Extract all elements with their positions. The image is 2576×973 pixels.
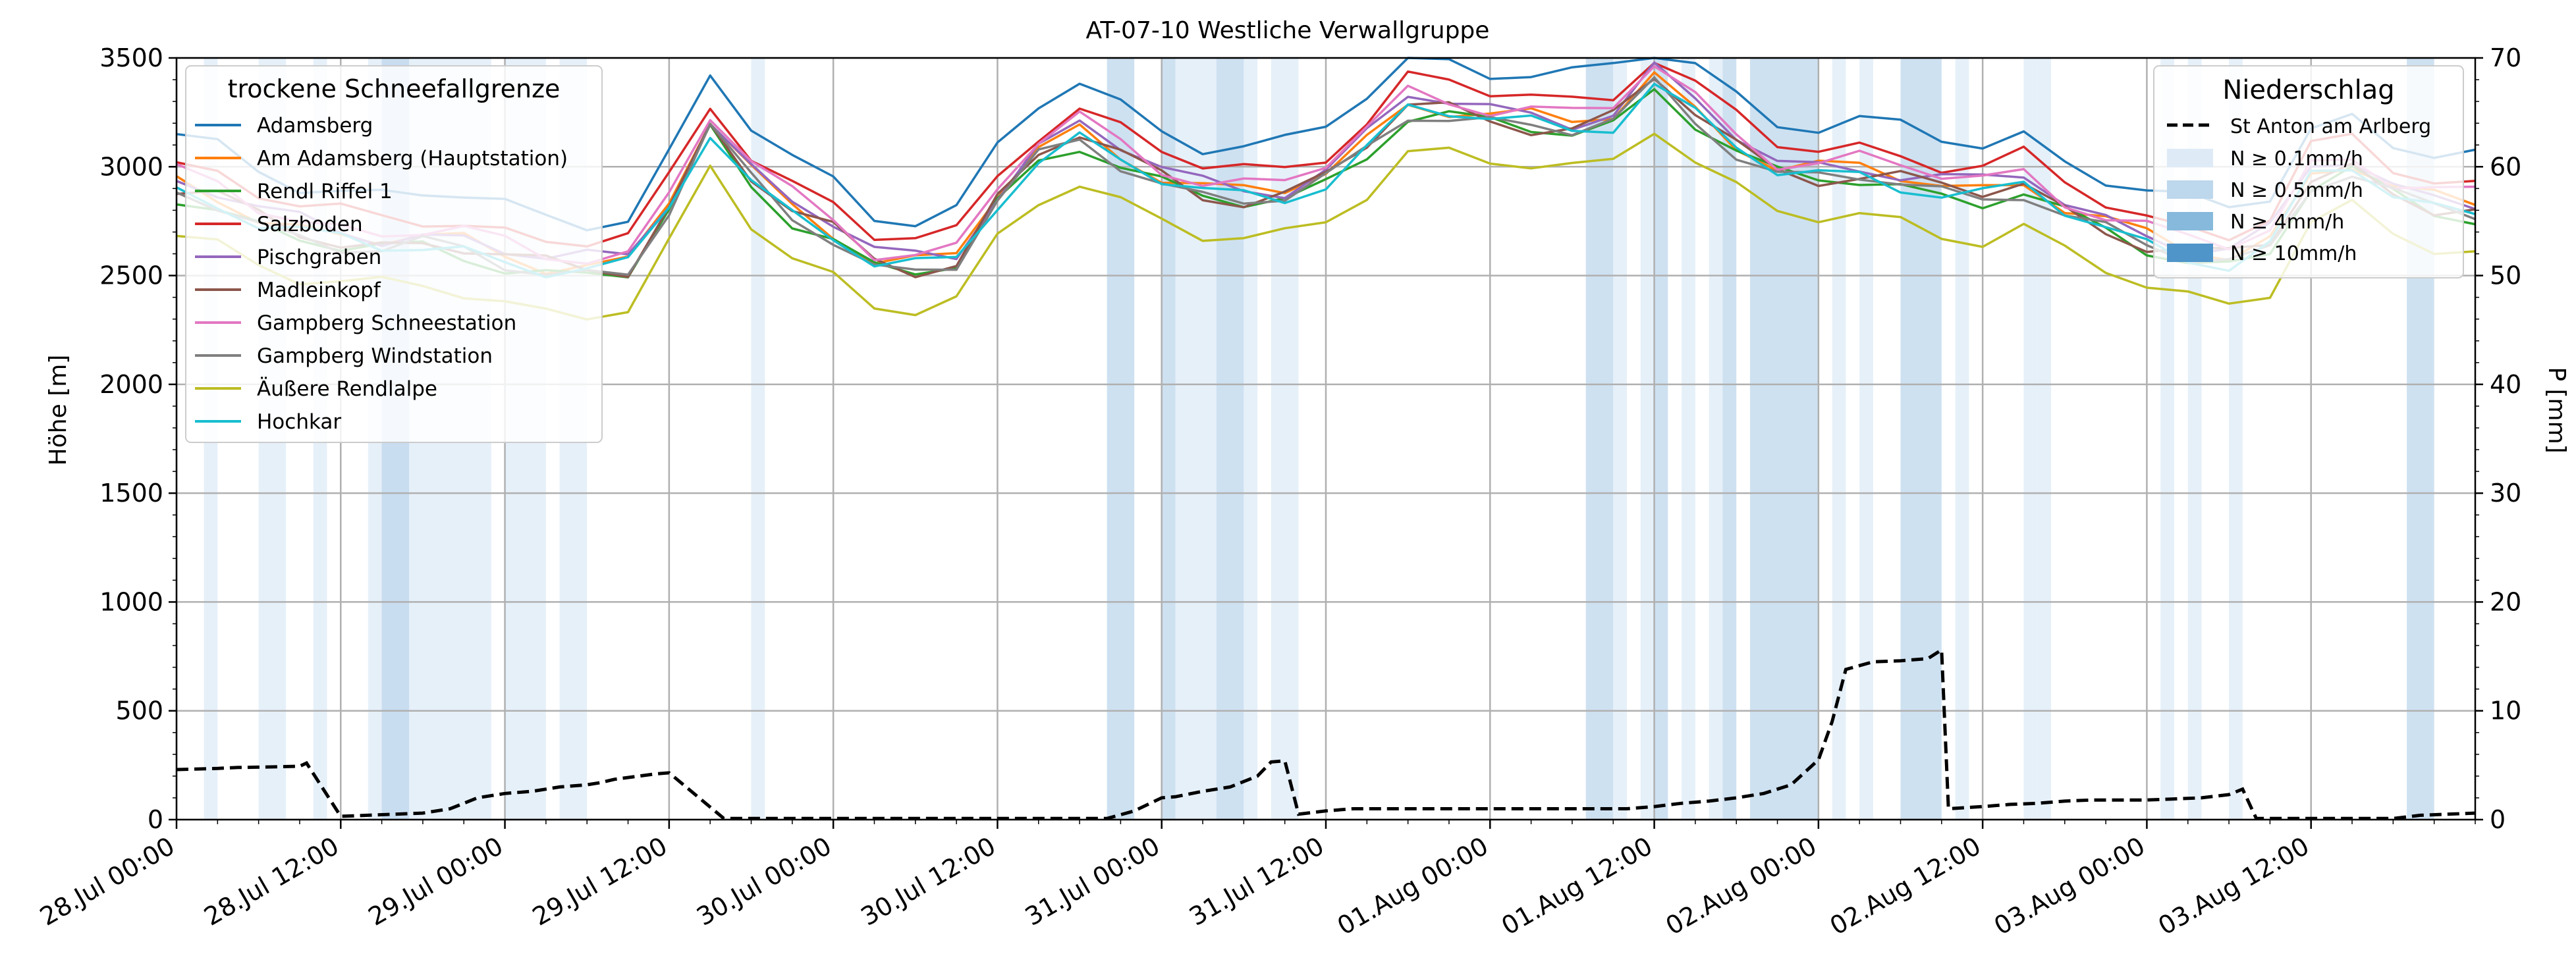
legend-label: Pischgraben: [257, 246, 381, 269]
legend-right: Niederschlag St Anton am Arlberg N ≥ 0.1…: [2153, 65, 2464, 278]
y-tick-label: 1000: [99, 587, 163, 616]
legend-band-swatch: [2167, 149, 2213, 167]
legend-band-label: N ≥ 4mm/h: [2230, 211, 2344, 234]
legend-band-label: N ≥ 10mm/h: [2230, 242, 2357, 265]
precip-band: [1832, 58, 1846, 820]
legend-right-title: Niederschlag: [2222, 75, 2394, 105]
x-tick-label: 02.Aug 00:00: [1660, 831, 1821, 941]
x-tick-label: 28.Jul 12:00: [199, 831, 343, 932]
precip-band: [1955, 58, 1969, 820]
precip-band: [1640, 58, 1655, 820]
precip-band: [2037, 58, 2052, 820]
legend-label: Am Adamsberg (Hauptstation): [257, 147, 568, 171]
precip-band: [1749, 58, 1819, 820]
legend-precip-label: St Anton am Arlberg: [2230, 115, 2431, 138]
y-tick-label: 2500: [99, 261, 163, 290]
precip-band: [751, 58, 765, 820]
x-tick-label: 30.Jul 00:00: [692, 831, 836, 932]
precip-band: [1722, 58, 1737, 820]
x-tick-label: 29.Jul 00:00: [364, 831, 508, 932]
legend-label: Gampberg Schneestation: [257, 311, 516, 335]
x-tick-label: 29.Jul 12:00: [528, 831, 672, 932]
precip-line-layer: [176, 646, 2476, 820]
y-axis-label-right: P [mm]: [2543, 367, 2570, 453]
x-tick-label: 03.Aug 00:00: [1989, 831, 2150, 941]
precip-band: [1585, 58, 1614, 820]
precip-band: [1859, 58, 1873, 820]
y-right-tick-label: 50: [2490, 261, 2521, 290]
precip-band: [2023, 58, 2038, 820]
y-tick-label: 0: [148, 805, 163, 834]
y-tick-label: 1500: [99, 479, 163, 508]
legend-label: Gampberg Windstation: [257, 344, 493, 368]
legend-label: Hochkar: [257, 410, 341, 434]
x-tick-label: 01.Aug 00:00: [1332, 831, 1493, 941]
x-tick-label: 28.Jul 00:00: [35, 831, 179, 932]
legend-label: Salzboden: [257, 213, 363, 236]
precip-band: [1161, 58, 1176, 820]
x-tick-label: 31.Jul 00:00: [1020, 831, 1165, 932]
precip-band: [1271, 58, 1299, 820]
y-right-tick-label: 60: [2490, 152, 2521, 181]
precip-band: [1216, 58, 1244, 820]
y-tick-label: 3000: [99, 152, 163, 181]
legend-band-label: N ≥ 0.5mm/h: [2230, 179, 2363, 202]
precip-band: [1682, 58, 1695, 820]
legend-band-swatch: [2167, 244, 2213, 262]
x-tick-label: 03.Aug 12:00: [2153, 831, 2314, 941]
precip-band: [1107, 58, 1135, 820]
x-tick-label: 01.Aug 12:00: [1496, 831, 1657, 941]
y-right-tick-label: 0: [2490, 805, 2506, 834]
legend-band-label: N ≥ 0.1mm/h: [2230, 147, 2363, 171]
legend-left: trockene Schneefallgrenze Adamsberg Am Ad…: [185, 65, 603, 443]
y-right-tick-label: 10: [2490, 697, 2521, 725]
precip-line: [176, 646, 2476, 820]
precip-band: [1244, 58, 1258, 820]
y-right-tick-label: 20: [2490, 587, 2521, 616]
legend-left-items: Adamsberg Am Adamsberg (Hauptstation) Rend…: [195, 114, 568, 434]
legend-left-box: [185, 65, 603, 443]
legend-band-swatch: [2167, 212, 2213, 230]
legend-label: Äußere Rendlalpe: [257, 377, 437, 401]
y-tick-label: 3500: [99, 43, 163, 72]
precip-band: [1709, 58, 1723, 820]
legend-right-items: N ≥ 0.1mm/h N ≥ 0.5mm/h N ≥ 4mm/h N ≥ 10mm/…: [2167, 147, 2363, 265]
x-tick-label: 02.Aug 12:00: [1825, 831, 1986, 941]
legend-label: Adamsberg: [257, 114, 373, 138]
legend-label: Madleinkopf: [257, 278, 381, 302]
y-axis-label: Höhe [m]: [45, 355, 72, 466]
y-right-tick-label: 70: [2490, 43, 2521, 72]
y-right-tick-label: 40: [2490, 370, 2521, 399]
y-tick-label: 2000: [99, 370, 163, 399]
legend-right-box: [2153, 65, 2464, 278]
legend-left-title: trockene Schneefallgrenze: [228, 74, 561, 103]
x-tick-label: 30.Jul 12:00: [856, 831, 1000, 932]
precip-band: [1654, 58, 1668, 820]
y-right-tick-label: 30: [2490, 479, 2521, 508]
x-tick-label: 31.Jul 12:00: [1184, 831, 1329, 932]
y-tick-label: 500: [115, 697, 163, 725]
precip-band: [1613, 58, 1628, 820]
chart-title: AT-07-10 Westliche Verwallgruppe: [1086, 17, 1490, 44]
legend-band-swatch: [2167, 180, 2213, 199]
legend-label: Rendl Riffel 1: [257, 180, 393, 203]
